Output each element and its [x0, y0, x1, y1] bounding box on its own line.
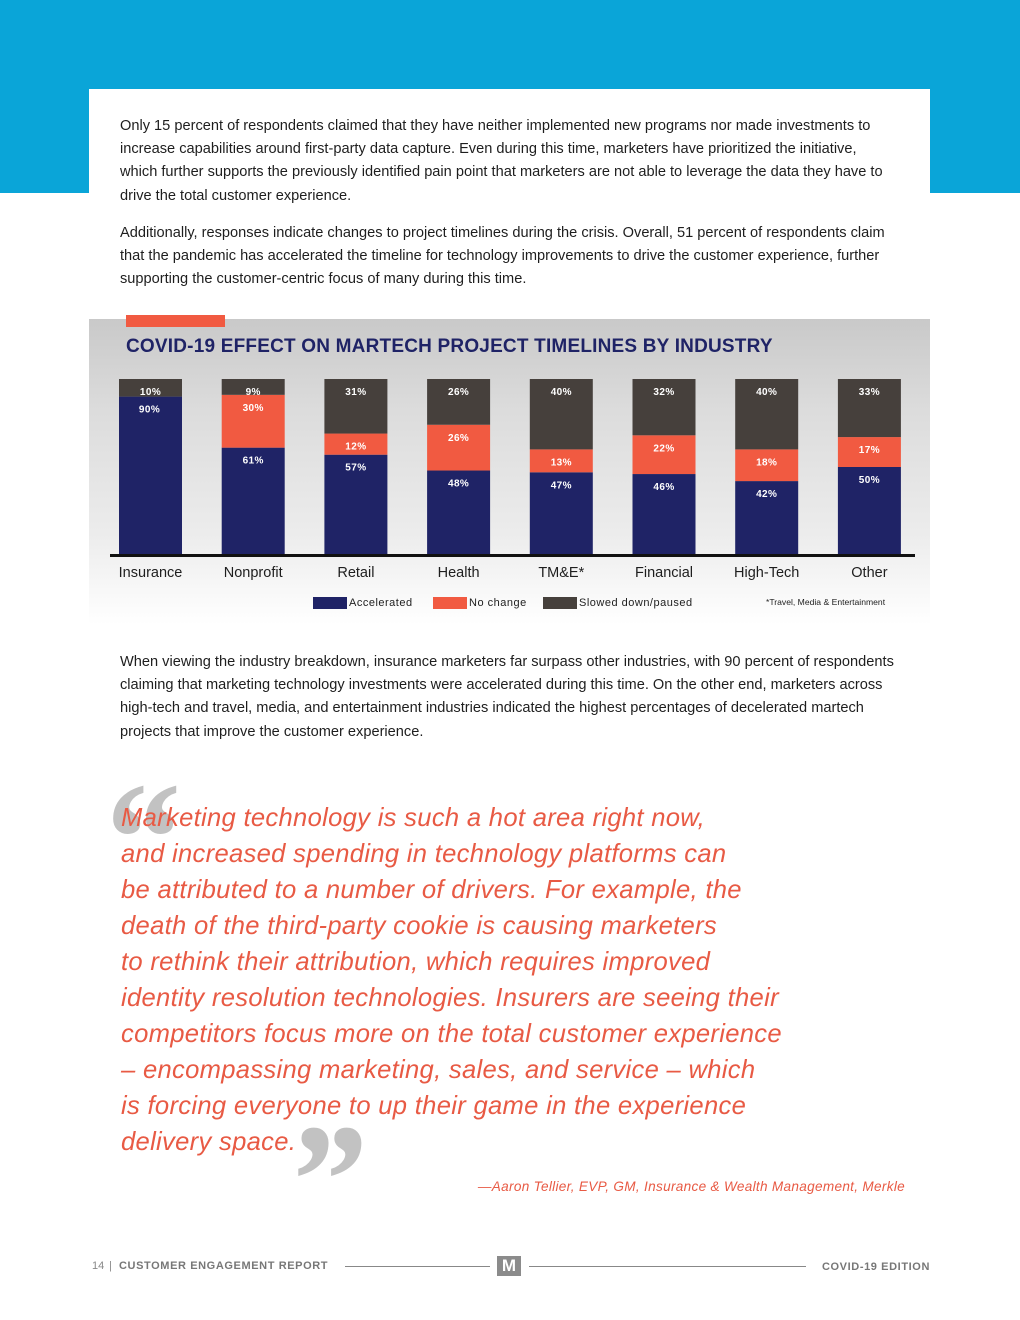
bar-segment-accelerated	[529, 472, 593, 555]
data-label: 42%	[756, 489, 777, 500]
body-paragraph: When viewing the industry breakdown, ins…	[120, 654, 894, 740]
open-quote-mark-icon: “	[98, 749, 178, 927]
legend-label-slowed: Slowed down/paused	[579, 597, 693, 609]
data-label: 32%	[653, 387, 674, 398]
bar-segment-accelerated	[837, 467, 901, 555]
intro-paragraph-2: Additionally, responses indicate changes…	[120, 225, 885, 288]
footer-rule-right	[529, 1266, 806, 1267]
legend-swatch-slowed	[543, 597, 577, 609]
bar-segment-accelerated	[221, 447, 285, 555]
quote-line: – encompassing marketing, sales, and ser…	[121, 1056, 756, 1084]
chart-footnote: *Travel, Media & Entertainment	[766, 597, 886, 607]
bar-segment-slowed	[427, 379, 491, 425]
bar-segment-slowed	[632, 379, 696, 436]
chart-title: COVID-19 EFFECT ON MARTECH PROJECT TIMEL…	[126, 336, 773, 357]
bar-segment-slowed	[735, 379, 799, 450]
data-label: 12%	[345, 442, 366, 453]
quote-line: death of the third-party cookie is causi…	[121, 912, 718, 940]
category-label: Insurance	[119, 565, 183, 581]
bar-segment-no-change	[735, 449, 799, 482]
data-label: 40%	[551, 387, 572, 398]
merkle-logo-icon: M	[497, 1256, 521, 1276]
bar-segment-slowed	[529, 379, 593, 450]
bar-segment-accelerated	[632, 474, 696, 555]
data-label: 31%	[345, 387, 366, 398]
data-label: 26%	[448, 433, 469, 444]
legend-swatch-accelerated	[313, 597, 347, 609]
category-label: Financial	[635, 565, 693, 581]
quote-line: delivery space.	[121, 1128, 297, 1156]
pull-quote: Marketing technology is such a hot area …	[121, 800, 911, 1160]
data-label: 46%	[653, 482, 674, 493]
data-label: 47%	[551, 480, 572, 491]
bar-segment-slowed	[324, 379, 388, 434]
bar-segment-no-change	[837, 437, 901, 467]
data-label: 26%	[448, 387, 469, 398]
quote-line: identity resolution technologies. Insure…	[121, 984, 779, 1012]
quote-line: to rethink their attribution, which requ…	[121, 948, 711, 976]
page-number: 14	[92, 1260, 105, 1272]
data-label: 40%	[756, 387, 777, 398]
bar-segment-slowed	[221, 379, 285, 395]
data-label: 90%	[139, 405, 160, 416]
bar-segment-no-change	[529, 449, 593, 473]
footer-separator: |	[109, 1260, 112, 1272]
bar-segment-slowed	[837, 379, 901, 438]
data-label: 18%	[756, 457, 777, 468]
category-label: Health	[438, 565, 480, 581]
data-label: 30%	[243, 403, 264, 414]
stacked-bar-chart: 90% 10% Insurance 61% 30% 9% Nonprofit 57% 12% 31…	[110, 379, 915, 581]
x-axis-line	[110, 554, 915, 557]
bar-segment-slowed	[119, 379, 182, 397]
close-quote-mark-icon: ”	[284, 1091, 364, 1269]
data-label: 48%	[448, 479, 469, 490]
quote-attribution: —Aaron Tellier, EVP, GM, Insurance & Wea…	[477, 1179, 905, 1194]
legend-label-accelerated: Accelerated	[349, 597, 413, 609]
quote-line: competitors focus more on the total cust…	[121, 1020, 782, 1048]
chart-accent-bar	[126, 315, 225, 327]
footer-rule-left	[345, 1266, 490, 1267]
bar-segment-accelerated	[324, 454, 388, 555]
category-label: Other	[851, 565, 887, 581]
quote-line: Marketing technology is such a hot area …	[121, 804, 706, 832]
legend-label-no-change: No change	[469, 597, 527, 609]
content-card	[89, 89, 930, 321]
quote-line: and increased spending in technology pla…	[121, 840, 727, 868]
quote-line: is forcing everyone to up their game in …	[121, 1092, 747, 1120]
category-label: Nonprofit	[224, 565, 283, 581]
footer-report-title: CUSTOMER ENGAGEMENT REPORT	[119, 1260, 329, 1272]
legend-swatch-no-change	[433, 597, 467, 609]
footer-edition: COVID-19 EDITION	[821, 1261, 930, 1273]
page-footer: 14 | CUSTOMER ENGAGEMENT REPORT COVID-19…	[0, 1254, 1020, 1280]
data-label: 50%	[859, 475, 880, 486]
category-label: High-Tech	[734, 565, 799, 581]
data-label: 13%	[551, 457, 572, 468]
data-label: 17%	[859, 445, 880, 456]
quote-line: be attributed to a number of drivers. Fo…	[121, 876, 742, 904]
data-label: 22%	[653, 443, 674, 454]
data-label: 9%	[246, 387, 261, 398]
bar-segment-no-change	[221, 394, 285, 448]
data-label: 61%	[243, 456, 264, 467]
bar-segment-no-change	[324, 433, 388, 455]
bar-segment-no-change	[427, 424, 491, 471]
data-label: 33%	[859, 387, 880, 398]
category-label: Retail	[337, 565, 374, 581]
bar-segment-accelerated	[119, 396, 182, 555]
bar-segment-no-change	[632, 435, 696, 475]
bar-segment-accelerated	[735, 481, 799, 555]
bar-segment-accelerated	[427, 470, 491, 555]
intro-paragraph-1: Only 15 percent of respondents claimed t…	[120, 118, 883, 204]
data-label: 57%	[345, 463, 366, 474]
data-label: 10%	[140, 387, 161, 398]
category-label: TM&E*	[538, 565, 584, 581]
